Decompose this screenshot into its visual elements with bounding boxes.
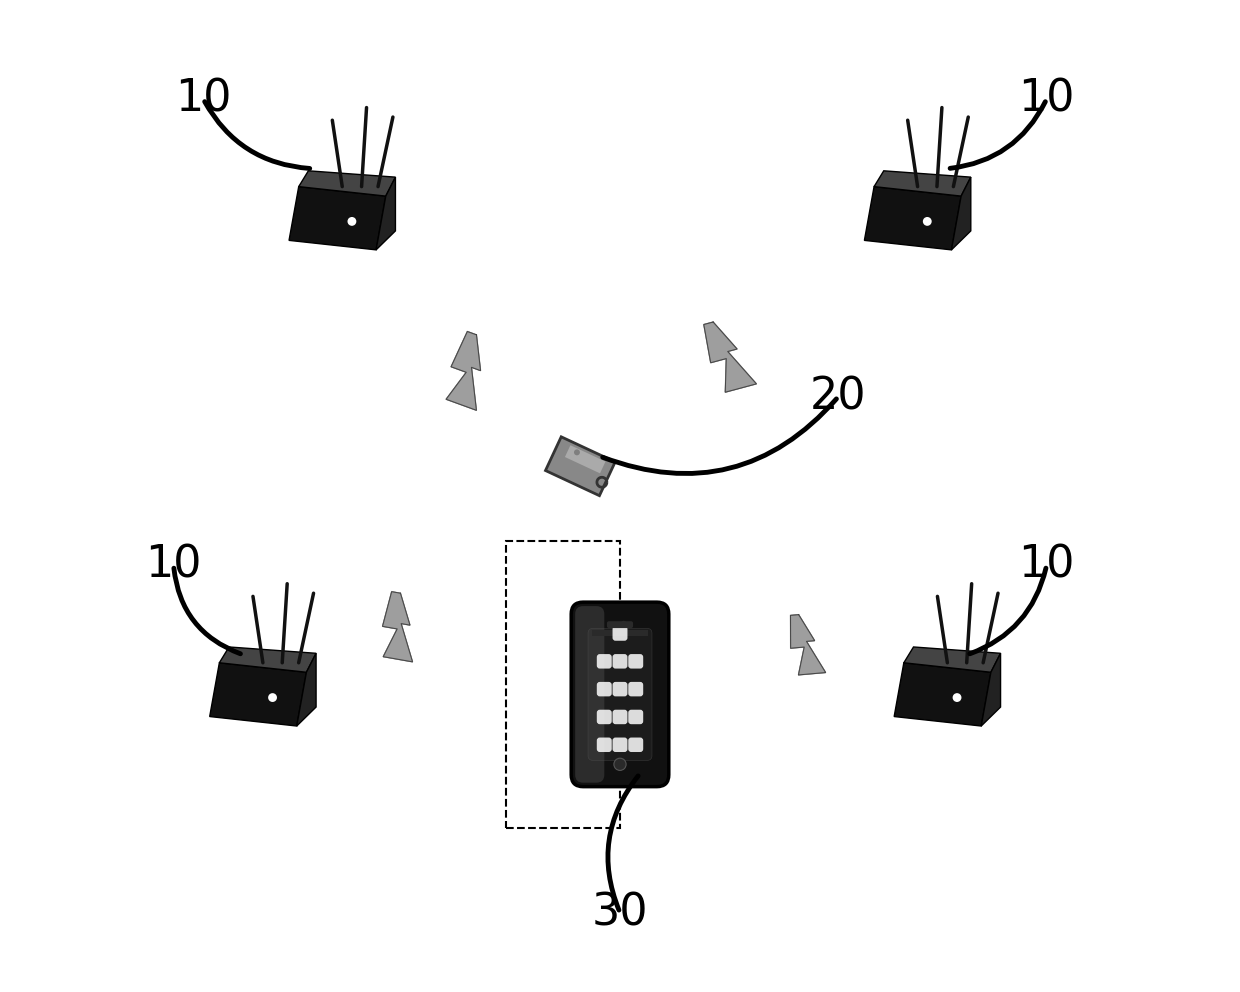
Polygon shape [289, 186, 386, 250]
FancyBboxPatch shape [591, 630, 649, 636]
FancyBboxPatch shape [629, 737, 644, 752]
Polygon shape [219, 647, 316, 673]
Polygon shape [210, 663, 306, 726]
Text: 30: 30 [591, 891, 649, 934]
Polygon shape [296, 654, 316, 726]
FancyBboxPatch shape [596, 682, 611, 696]
FancyBboxPatch shape [629, 709, 644, 724]
Text: 10: 10 [1018, 544, 1075, 587]
Polygon shape [446, 331, 481, 411]
Circle shape [923, 217, 931, 226]
FancyBboxPatch shape [613, 654, 627, 669]
Text: 10: 10 [1018, 77, 1075, 121]
Polygon shape [446, 331, 481, 411]
Polygon shape [951, 178, 971, 250]
Circle shape [347, 217, 356, 226]
Polygon shape [565, 445, 605, 473]
Circle shape [268, 693, 277, 702]
Polygon shape [704, 322, 756, 392]
FancyBboxPatch shape [613, 682, 627, 696]
FancyBboxPatch shape [613, 626, 627, 641]
FancyBboxPatch shape [575, 606, 604, 783]
FancyBboxPatch shape [613, 737, 627, 752]
Polygon shape [299, 171, 396, 196]
Polygon shape [382, 591, 413, 662]
Polygon shape [791, 615, 826, 675]
Circle shape [952, 693, 961, 702]
Circle shape [621, 621, 626, 627]
Polygon shape [864, 186, 961, 250]
Polygon shape [894, 663, 991, 726]
Text: 10: 10 [145, 544, 202, 587]
FancyBboxPatch shape [588, 628, 652, 761]
FancyBboxPatch shape [613, 709, 627, 724]
FancyBboxPatch shape [629, 682, 644, 696]
Bar [506, 541, 620, 828]
FancyBboxPatch shape [596, 737, 611, 752]
Circle shape [574, 449, 580, 455]
Polygon shape [874, 171, 971, 196]
FancyBboxPatch shape [572, 602, 668, 787]
Circle shape [614, 758, 626, 771]
Polygon shape [981, 654, 1001, 726]
FancyBboxPatch shape [596, 654, 611, 669]
FancyBboxPatch shape [629, 654, 644, 669]
Text: 20: 20 [810, 375, 867, 419]
Polygon shape [546, 436, 615, 496]
Text: 10: 10 [175, 77, 232, 121]
Polygon shape [904, 647, 1001, 673]
Polygon shape [704, 322, 756, 392]
Polygon shape [791, 615, 826, 675]
Polygon shape [382, 591, 413, 662]
FancyBboxPatch shape [606, 621, 634, 628]
Polygon shape [376, 178, 396, 250]
FancyBboxPatch shape [596, 709, 611, 724]
